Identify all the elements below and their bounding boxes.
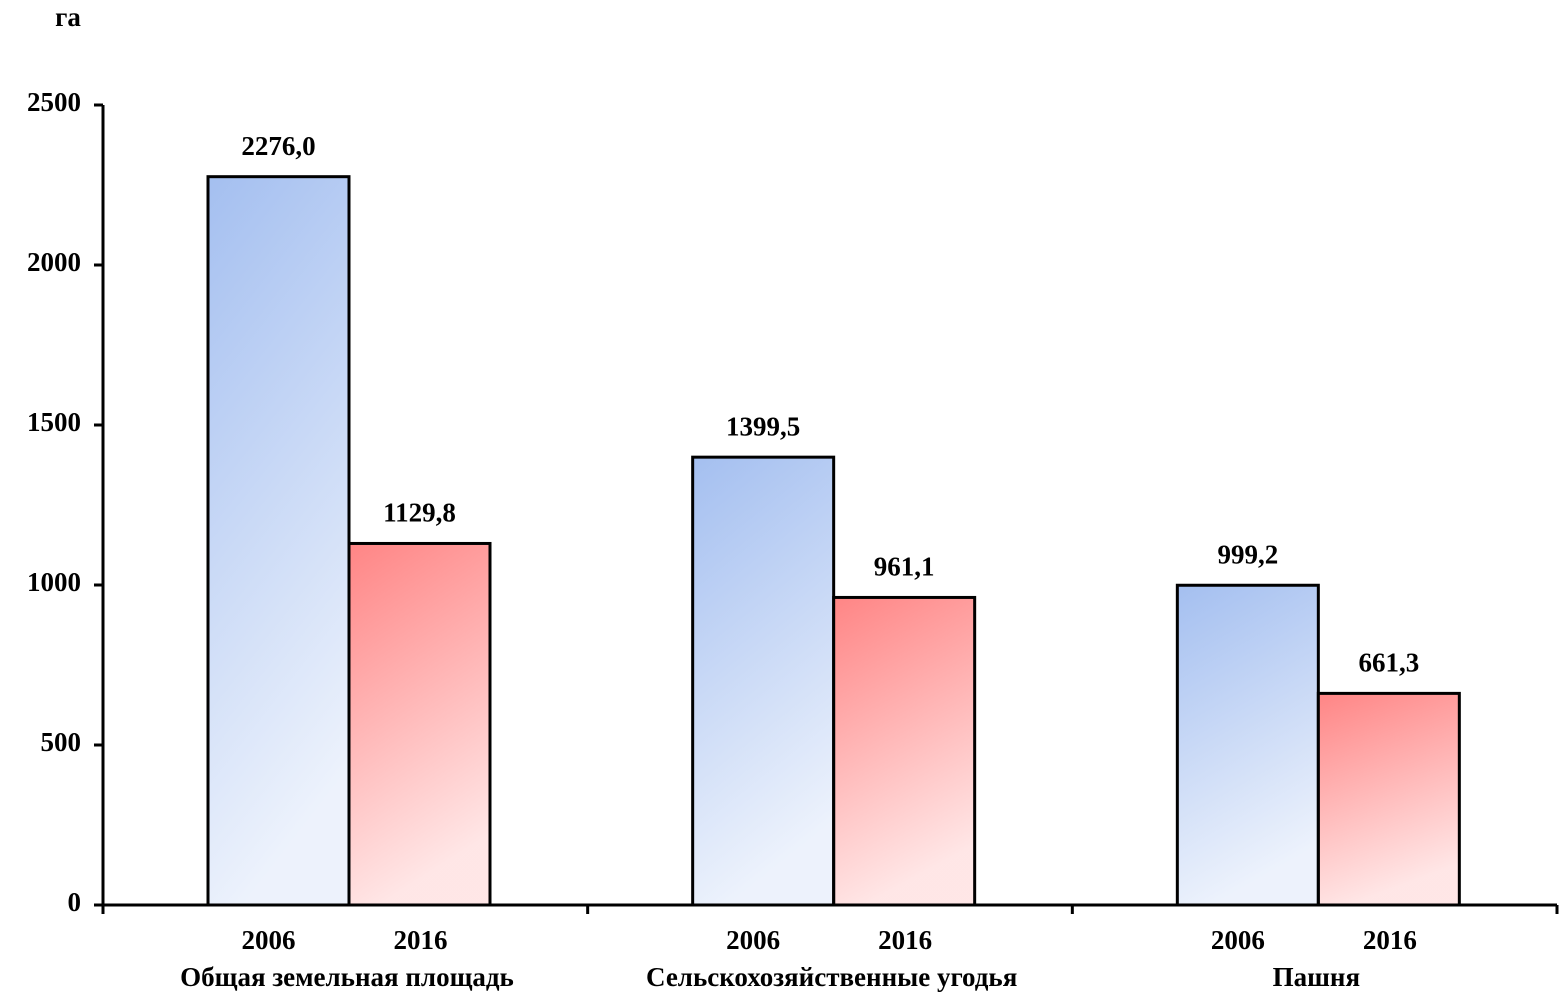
y-axis-label: га (55, 2, 81, 32)
series-label: 2016 (878, 925, 932, 955)
bar (1175, 583, 1320, 907)
series-label: 2006 (1211, 925, 1265, 955)
bar (206, 175, 351, 907)
bar (1316, 691, 1461, 907)
x-tick-label: Пашня (1273, 962, 1360, 992)
y-tick-label: 2500 (27, 87, 81, 117)
y-tick-label: 1000 (27, 567, 81, 597)
value-label: 999,2 (1217, 539, 1278, 569)
y-tick-label: 2000 (27, 247, 81, 277)
x-tick-label: Общая земельная площадь (180, 962, 514, 992)
series-label: 2016 (1363, 925, 1417, 955)
value-label: 1399,5 (726, 411, 800, 441)
y-tick-label: 500 (41, 727, 82, 757)
value-label: 2276,0 (241, 131, 315, 161)
series-label: 2006 (726, 925, 780, 955)
y-tick-label: 1500 (27, 407, 81, 437)
series-label: 2016 (394, 925, 448, 955)
value-label: 961,1 (874, 552, 935, 582)
value-label: 661,3 (1358, 648, 1419, 678)
y-tick-label: 0 (68, 887, 82, 917)
bar (832, 595, 977, 907)
value-label: 1129,8 (383, 498, 456, 528)
x-tick-label: Сельскохозяйственные угодья (646, 962, 1017, 992)
bar (691, 455, 836, 907)
bar (347, 541, 492, 907)
series-label: 2006 (242, 925, 296, 955)
